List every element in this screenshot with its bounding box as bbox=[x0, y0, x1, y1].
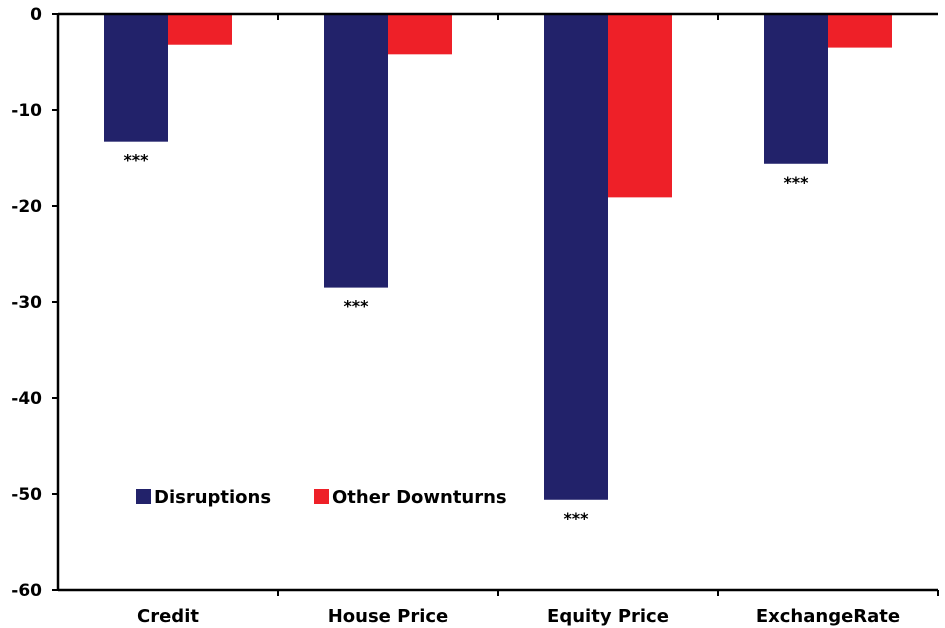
x-tick-label: ExchangeRate bbox=[756, 606, 900, 627]
bar-other-downturns-credit bbox=[168, 14, 232, 45]
x-tick-label: House Price bbox=[328, 606, 449, 627]
labels-layer: *** Credit *** House Price *** Equity Price **… bbox=[11, 5, 900, 627]
y-tick-label: -50 bbox=[11, 485, 42, 505]
y-tick-label: -60 bbox=[11, 581, 42, 601]
y-tick-label: -20 bbox=[11, 197, 42, 217]
bar-other-downturns-house-price bbox=[388, 14, 452, 55]
y-tick-label: 0 bbox=[30, 5, 42, 25]
y-tick-label: -40 bbox=[11, 389, 42, 409]
legend-swatch-disruptions bbox=[136, 489, 151, 504]
significance-label: *** bbox=[123, 151, 149, 170]
bar-disruptions-exchangerate bbox=[764, 14, 828, 164]
x-tick-label: Equity Price bbox=[547, 606, 669, 627]
legend-label-other-downturns: Other Downturns bbox=[332, 487, 507, 508]
significance-label: *** bbox=[343, 297, 369, 316]
legend: Disruptions Other Downturns bbox=[136, 487, 507, 508]
significance-label: *** bbox=[563, 509, 589, 528]
bar-other-downturns-exchangerate bbox=[828, 14, 892, 48]
legend-label-disruptions: Disruptions bbox=[154, 487, 271, 508]
bar-other-downturns-equity-price bbox=[608, 14, 672, 198]
x-tick-label: Credit bbox=[137, 606, 199, 627]
bars-layer bbox=[104, 14, 892, 500]
y-tick-label: -10 bbox=[11, 101, 42, 121]
axes-layer bbox=[52, 12, 939, 596]
bar-disruptions-credit bbox=[104, 14, 168, 142]
bar-disruptions-house-price bbox=[324, 14, 388, 288]
y-tick-label: -30 bbox=[11, 293, 42, 313]
bar-disruptions-equity-price bbox=[544, 14, 608, 500]
legend-swatch-other-downturns bbox=[314, 489, 329, 504]
significance-label: *** bbox=[783, 173, 809, 192]
